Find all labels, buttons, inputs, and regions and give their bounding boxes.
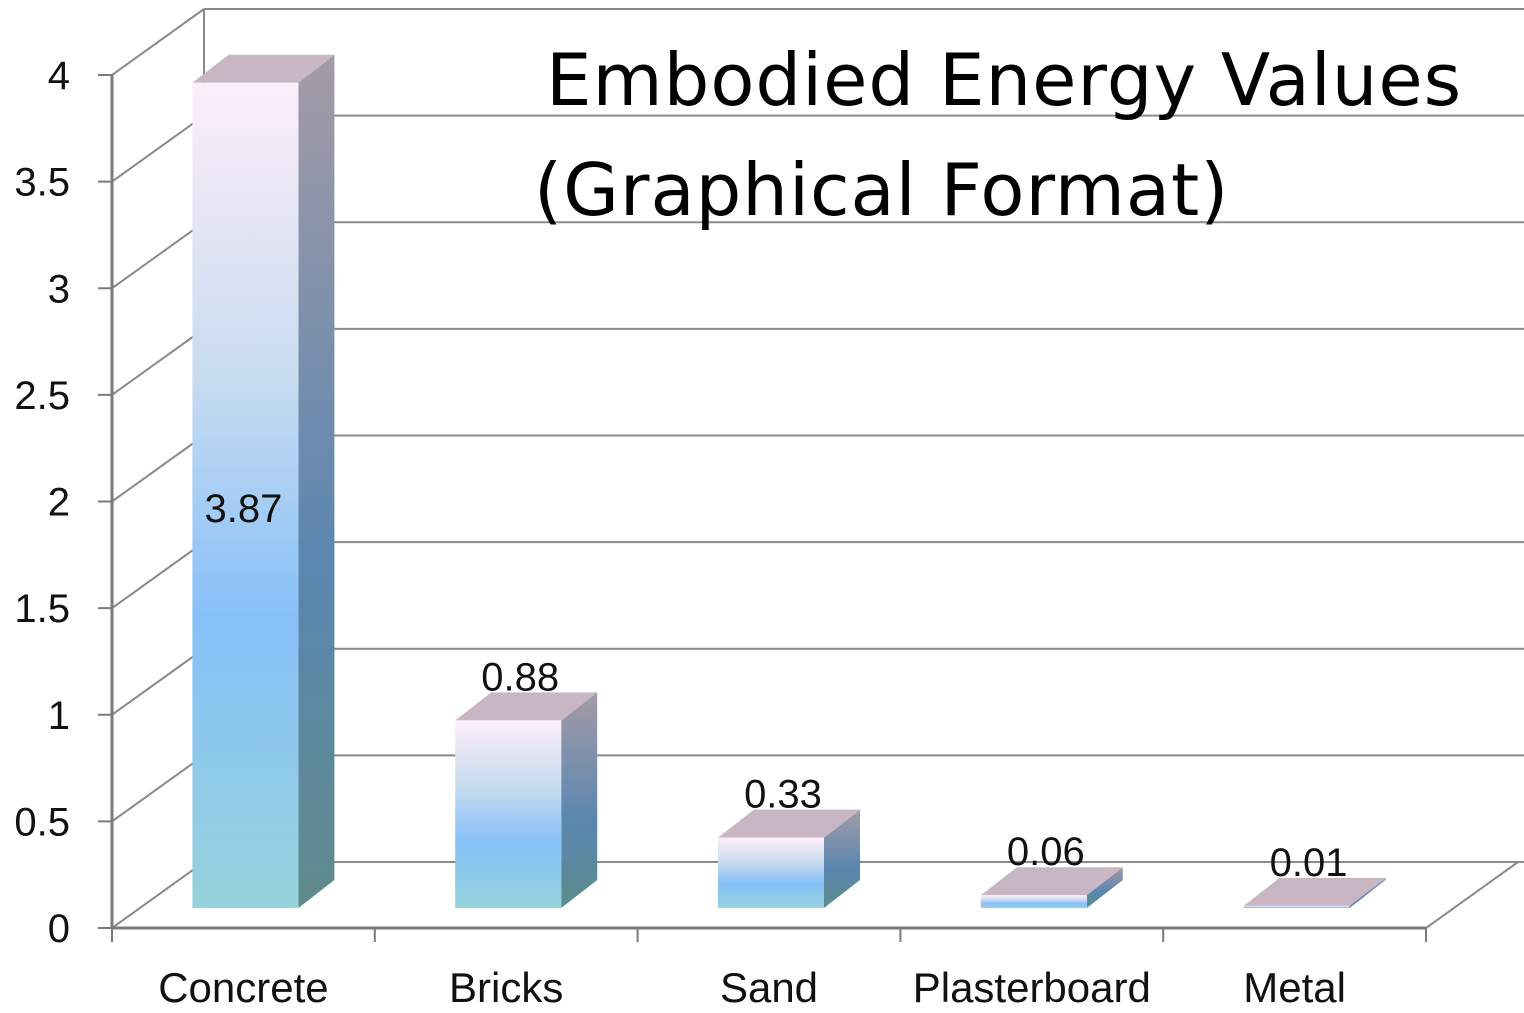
- labels-layer: 3.87 Concrete 0.88 Bricks 0.33 Sand 0.06 Plaste…: [158, 487, 1348, 1011]
- y-tick-label: 0.5: [14, 800, 70, 844]
- y-tick-label: 2.5: [14, 374, 70, 418]
- bar-front: [192, 82, 299, 908]
- gridline-diagonal: [111, 861, 205, 929]
- bar-front: [980, 895, 1087, 908]
- bar-front: [455, 720, 562, 908]
- y-tick-label: 4: [48, 54, 70, 98]
- y-tick-label: 2: [48, 481, 70, 525]
- bar-bricks: [455, 692, 598, 908]
- data-label: 0.06: [1007, 830, 1085, 874]
- bars-layer: [192, 54, 1386, 909]
- bar-side: [1086, 867, 1123, 908]
- y-tick-label: 1.5: [14, 587, 70, 631]
- x-tick-label: Bricks: [449, 964, 563, 1008]
- bar-concrete: [192, 54, 335, 909]
- y-tick-label: 1: [48, 694, 70, 738]
- x-tick-label: Sand: [720, 964, 818, 1008]
- gridline-diagonal: [111, 434, 205, 503]
- y-tick-label: 3.5: [14, 161, 70, 205]
- y-tick-label: 0: [48, 907, 70, 951]
- data-label: 0.33: [744, 773, 822, 817]
- gridline-diagonal: [111, 8, 205, 76]
- bar-top: [1243, 877, 1386, 906]
- bar-side: [561, 692, 598, 908]
- grid-layer: [111, 8, 1524, 929]
- bar-side: [298, 54, 335, 909]
- x-tick-label: Metal: [1243, 964, 1346, 1008]
- bar-sand: [718, 809, 860, 908]
- gridline-diagonal: [111, 754, 205, 823]
- gridline-diagonal: [111, 647, 205, 716]
- data-label: 0.88: [481, 655, 559, 699]
- bar-top: [980, 867, 1123, 896]
- x-tick-label: Plasterboard: [913, 964, 1151, 1008]
- x-tick-label: Concrete: [158, 964, 328, 1008]
- bar-side: [1349, 877, 1386, 908]
- bar-top: [455, 692, 598, 721]
- bar-front: [1243, 905, 1350, 908]
- y-tick-label: 3: [48, 267, 70, 311]
- gridline-diagonal: [111, 541, 205, 609]
- chart-title-line-2: (Graphical Format): [534, 148, 1230, 232]
- bar-side: [824, 809, 860, 908]
- chart-title-line-1: Embodied Energy Values: [546, 38, 1463, 122]
- gridline-diagonal: [111, 328, 205, 396]
- bar-metal: [1243, 877, 1386, 908]
- bar-plasterboard: [980, 867, 1123, 908]
- gridline-diagonal: [111, 221, 205, 290]
- bar-top: [718, 809, 860, 838]
- bar-top: [192, 54, 335, 83]
- data-label: 0.01: [1270, 841, 1348, 885]
- floor-edge: [1425, 861, 1519, 929]
- gridline-diagonal: [111, 114, 205, 183]
- bar-front: [718, 837, 824, 908]
- axis-layer: 0 0.5 1 1.5 2 2.5 3 3.5 4: [14, 54, 1427, 951]
- data-label: 3.87: [204, 487, 282, 531]
